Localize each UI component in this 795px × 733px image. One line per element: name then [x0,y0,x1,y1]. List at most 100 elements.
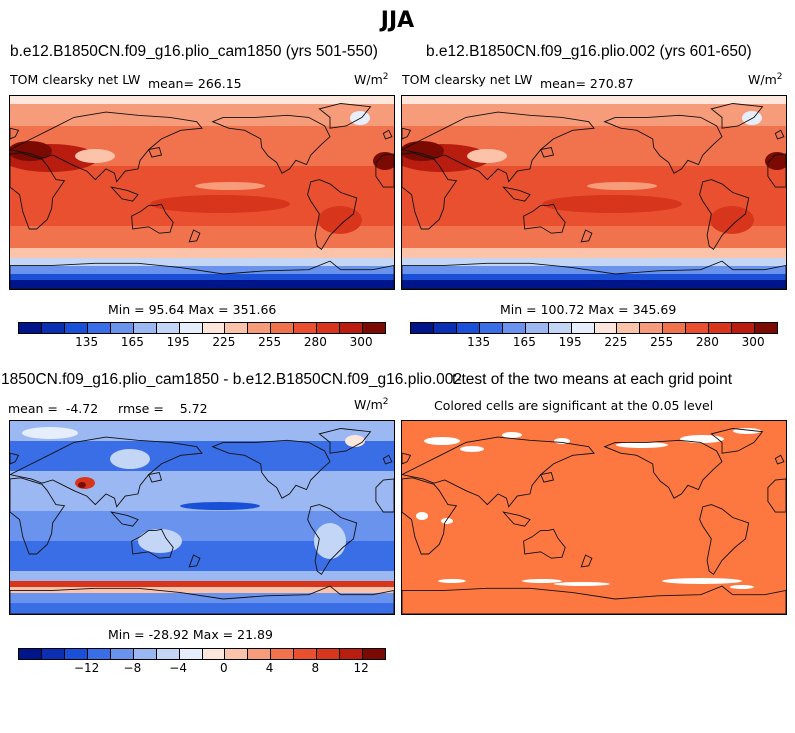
colorbar-swatch [248,323,272,333]
field-blob [75,477,95,489]
coastline [10,111,203,183]
coastline [10,477,66,555]
coastline [580,229,593,243]
panel3-title-clip: B1850CN.f09_g16.plio_cam1850 - b.e12.B18… [0,370,462,390]
coastline [774,454,785,465]
colorbar-tick-label: 12 [353,661,369,675]
field-blob [542,195,682,213]
map-svg [402,96,786,289]
coastline [211,439,331,499]
colorbar-tick-label: 195 [558,335,582,349]
colorbar-swatch [133,649,157,659]
colorbar-swatch [571,323,595,333]
field-band [10,603,394,614]
coastline [603,439,723,499]
panel4-title: t-test of the two means at each grid poi… [452,371,733,388]
colorbar-swatch [317,649,341,659]
insignificant-cells [616,442,668,448]
field-blob [22,427,78,439]
colorbar-swatch [202,323,226,333]
colorbar-swatch [732,323,756,333]
coastline [10,585,394,614]
field-blob [138,529,182,553]
field-blob [195,182,265,190]
coastline [402,127,412,140]
coastline [402,111,595,183]
coastline [188,229,201,243]
field-blob [765,152,786,170]
colorbar-tick-label: 280 [695,335,719,349]
coastline [523,528,566,559]
panel1-title: b.e12.B1850CN.f09_g16.plio_cam1850 (yrs … [10,43,378,60]
colorbar-tick-label: −12 [73,661,100,675]
panel1-minmax: Min = 95.64 Max = 351.66 [108,302,277,317]
field-blob [318,206,362,234]
field-band [402,266,786,274]
insignificant-cells [441,518,453,524]
insignificant-cells [522,579,562,583]
insignificant-cells [554,582,610,586]
panel1-map [9,95,395,290]
panel2-colorbar [410,322,778,334]
panel2-minmax: Min = 100.72 Max = 345.69 [500,302,677,317]
colorbar-swatch [156,649,180,659]
colorbar-swatch [294,649,318,659]
colorbar-swatch [133,323,157,333]
panel3-minmax: Min = -28.92 Max = 21.89 [108,627,273,642]
field-band [10,421,394,441]
colorbar-swatch [64,649,88,659]
panel3-units: W/m2 [354,397,389,413]
panel3-stats: mean = -4.72 rmse = 5.72 [8,401,208,416]
coastline [148,146,163,158]
colorbar-swatch [19,649,42,659]
coastline [699,179,750,250]
colorbar-tick-label: 225 [604,335,628,349]
colorbar-swatch [548,323,572,333]
colorbar-swatch [110,649,134,659]
field-band [10,226,394,248]
colorbar-swatch [363,649,385,659]
field-band [10,104,394,126]
coastline [10,436,203,508]
panel4-map [401,420,787,615]
colorbar-swatch [225,649,249,659]
figure-title: JJA [380,8,415,33]
field-blob [110,449,150,469]
colorbar-swatch [248,649,272,659]
colorbar-swatch [202,649,226,659]
coastline [580,554,593,568]
field-blob [282,483,318,499]
coastlines [10,428,394,614]
coastline [148,471,163,483]
coastline [318,103,372,129]
field-band [402,248,786,258]
coastline [375,153,394,188]
coastline [767,478,786,513]
colorbar-swatch [156,323,180,333]
colorbar-swatch [456,323,480,333]
field-band [10,266,394,274]
colorbar-swatch [525,323,549,333]
panel3-title: B1850CN.f09_g16.plio_cam1850 - b.e12.B18… [0,371,462,388]
coastline [382,129,393,140]
colorbar-swatch [179,323,203,333]
map-svg [10,421,394,614]
field-band [402,226,786,248]
colorbar-swatch [594,323,618,333]
coastline [774,129,785,140]
colorbar-tick-label: 255 [650,335,674,349]
coastline [699,504,750,575]
coastline [523,203,566,234]
insignificant-cells [416,512,428,520]
coastline [131,528,174,559]
coastline [188,554,201,568]
colorbar-tick-label: 0 [220,661,228,675]
coastline [603,114,723,174]
colorbar-swatch [87,323,111,333]
colorbar-swatch [271,323,295,333]
colorbar-swatch [64,323,88,333]
field-band [10,258,394,266]
coastline [402,260,786,289]
coastline [540,146,555,158]
colorbar-tick-label: 4 [265,661,274,675]
